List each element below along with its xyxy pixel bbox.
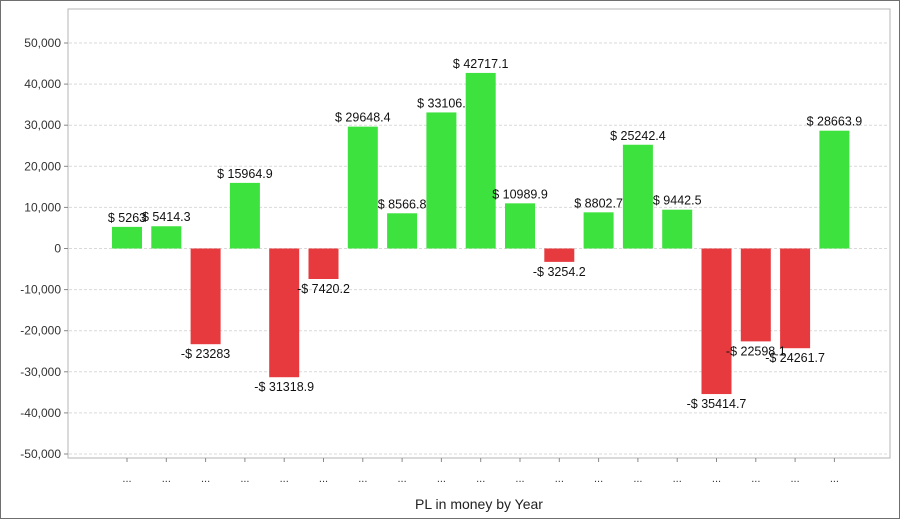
- x-tick-label: ...: [122, 473, 131, 485]
- bar-value-label: $ 5263: [108, 211, 146, 225]
- x-tick-label: ...: [398, 473, 407, 485]
- bar-value-label: -$ 23283: [181, 347, 230, 361]
- y-tick-label: 0: [54, 242, 61, 256]
- bar-value-label: $ 28663.9: [807, 115, 863, 129]
- bars: [112, 72, 850, 395]
- x-tick-label: ...: [162, 473, 171, 485]
- x-tick-label: ...: [555, 473, 564, 485]
- bar[interactable]: [505, 203, 535, 249]
- y-tick-label: 50,000: [24, 36, 61, 50]
- bar-value-label: $ 5414.3: [142, 210, 191, 224]
- bar-value-label: $ 8802.7: [574, 196, 623, 210]
- data-labels: $ 5263$ 5414.3 -$ 23283 $ 15964.9 -$ 31318.…: [108, 57, 862, 411]
- x-tick-label: ...: [358, 473, 367, 485]
- x-tick-label: ...: [240, 473, 249, 485]
- y-tick-label: 40,000: [24, 77, 61, 91]
- x-tick-label: ...: [437, 473, 446, 485]
- bar-value-label: $ 42717.1: [453, 57, 509, 71]
- bar[interactable]: [740, 248, 771, 342]
- y-axis: 50,000 40,000 30,000 20,000 10,000 0 -10,000 -2…: [20, 36, 68, 461]
- bar[interactable]: [229, 182, 260, 249]
- bar-value-label: -$ 31318.9: [254, 380, 314, 394]
- bar[interactable]: [701, 248, 732, 395]
- bar[interactable]: [780, 248, 811, 349]
- bar-value-label: $ 8566.8: [378, 197, 427, 211]
- bar[interactable]: [622, 144, 653, 249]
- bar[interactable]: [387, 213, 418, 249]
- x-tick-label: ...: [633, 473, 642, 485]
- y-tick-label: 30,000: [24, 118, 61, 132]
- x-tick-label: ...: [280, 473, 289, 485]
- bar-value-label: $ 10989.9: [492, 187, 548, 201]
- bar-value-label: $ 15964.9: [217, 167, 273, 181]
- bar[interactable]: [426, 112, 457, 249]
- bar-value-label: -$ 3254.2: [533, 265, 586, 279]
- bar-value-label: $ 33106.: [417, 96, 466, 110]
- x-tick-label: ...: [791, 473, 800, 485]
- x-tick-label: ...: [201, 473, 210, 485]
- bar[interactable]: [269, 248, 300, 378]
- bar[interactable]: [583, 212, 614, 249]
- bar[interactable]: [662, 209, 693, 249]
- bar-value-label: -$ 7420.2: [297, 282, 350, 296]
- x-tick-label: ...: [751, 473, 760, 485]
- y-tick-label: -30,000: [20, 365, 61, 379]
- bar[interactable]: [151, 226, 182, 249]
- bar-value-label: -$ 24261.7: [765, 351, 825, 365]
- bar-value-label: $ 9442.5: [653, 194, 702, 208]
- bar[interactable]: [347, 126, 378, 249]
- x-axis-title: PL in money by Year: [415, 496, 543, 512]
- bar[interactable]: [544, 248, 575, 262]
- bar-value-label: -$ 22598.1: [726, 344, 786, 358]
- bar[interactable]: [190, 248, 221, 345]
- bar[interactable]: [465, 72, 496, 249]
- bar-value-label: $ 29648.4: [335, 111, 391, 125]
- y-tick-label: -40,000: [20, 406, 61, 420]
- y-tick-label: 20,000: [24, 159, 61, 173]
- x-tick-label: ...: [673, 473, 682, 485]
- x-tick-label: ...: [319, 473, 328, 485]
- y-tick-label: 10,000: [24, 200, 61, 214]
- bar[interactable]: [112, 226, 142, 249]
- bar[interactable]: [819, 130, 850, 249]
- bar[interactable]: [308, 248, 339, 279]
- x-tick-label: ...: [830, 473, 839, 485]
- x-tick-label: ...: [594, 473, 603, 485]
- y-tick-label: -20,000: [20, 324, 61, 338]
- bar-value-label: $ 25242.4: [610, 129, 666, 143]
- y-tick-label: -50,000: [20, 447, 61, 461]
- x-tick-label: ...: [515, 473, 524, 485]
- x-tick-label: ...: [476, 473, 485, 485]
- y-tick-label: -10,000: [20, 283, 61, 297]
- bar-value-label: -$ 35414.7: [687, 397, 747, 411]
- x-tick-label: ...: [712, 473, 721, 485]
- x-axis: ........................................…: [122, 458, 839, 485]
